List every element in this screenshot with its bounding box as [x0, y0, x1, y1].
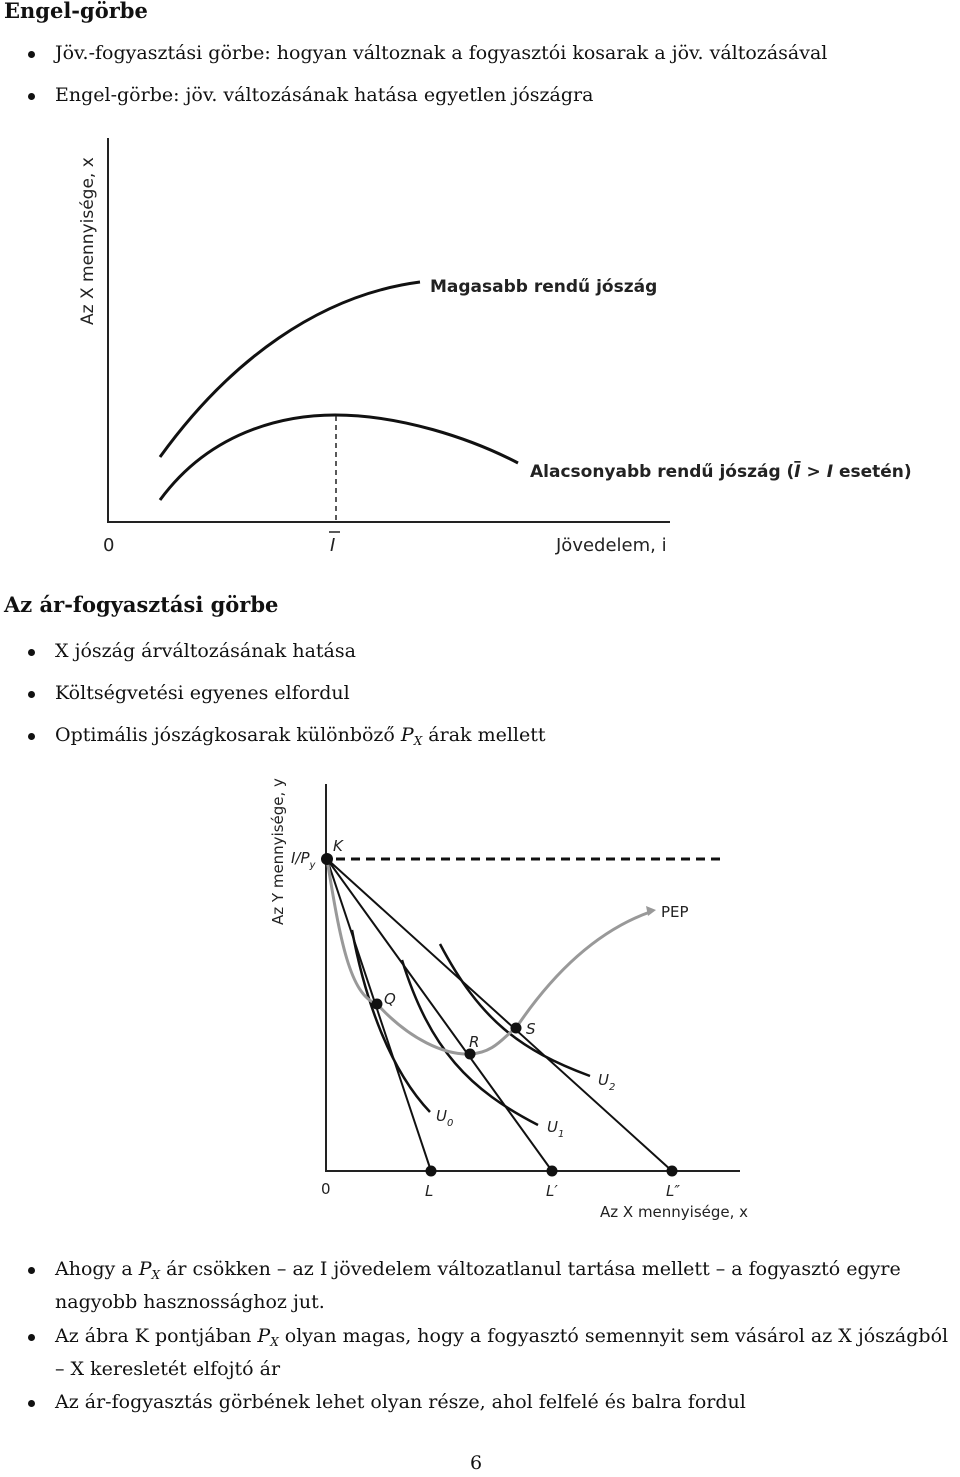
bullet-dot	[28, 691, 35, 698]
point-K	[321, 853, 333, 865]
point-Q	[371, 998, 383, 1010]
bullet-dot	[28, 1400, 35, 1407]
price-consumption-figure: Az Y mennyisége, y I/Py K PEP Q R S U2 U…	[269, 778, 748, 1221]
inferior-good-curve	[158, 413, 519, 501]
bullet-text: Az ár-fogyasztás görbének lehet olyan ré…	[55, 1391, 746, 1413]
x-axis-label: Jövedelem, i	[555, 535, 667, 556]
label-K: K	[333, 837, 344, 855]
page-number: 6	[470, 1452, 483, 1474]
label-S: S	[526, 1020, 536, 1038]
bullet-text: Költségvetési egyenes elfordul	[55, 682, 350, 704]
bullet-text: Engel-görbe: jöv. változásának hatása eg…	[55, 84, 594, 106]
bullet-dot	[28, 733, 35, 740]
normal-good-label: Magasabb rendű jószág	[430, 277, 657, 297]
label-PEP: PEP	[661, 903, 689, 921]
label-L: L	[425, 1182, 433, 1200]
list-item: Jöv.-fogyasztási görbe: hogyan változnak…	[28, 40, 953, 67]
bullet-text: Az ábra K pontjában PX olyan magas, hogy…	[55, 1325, 949, 1380]
pep-curve	[325, 858, 651, 1056]
point-R	[464, 1048, 476, 1060]
list-item: Optimális jószágkosarak különböző PX ára…	[28, 722, 953, 755]
normal-good-curve	[158, 280, 421, 458]
label-R: R	[469, 1033, 479, 1051]
list-item: Az ár-fogyasztás görbének lehet olyan ré…	[28, 1389, 953, 1416]
intercept-label: I/Py	[291, 849, 317, 871]
pep-arrowhead	[646, 906, 656, 916]
bullet-text: Optimális jószágkosarak különböző PX ára…	[55, 724, 546, 748]
engel-curve-figure: Az X mennyisége, x Magasabb rendű jószág…	[78, 138, 912, 556]
bullet-dot	[28, 51, 35, 58]
bullet-dot	[28, 93, 35, 100]
budget-line-L1	[326, 858, 553, 1172]
indifference-curve-U0	[350, 929, 431, 1113]
list-item: Költségvetési egyenes elfordul	[28, 680, 953, 707]
bullet-dot	[28, 1334, 35, 1341]
bullet-text: Ahogy a PX ár csökken – az I jövedelem v…	[55, 1258, 901, 1313]
label-Q: Q	[384, 990, 396, 1008]
y-axis-label: Az Y mennyisége, y	[269, 778, 287, 925]
label-L1: L′	[546, 1182, 558, 1200]
label-U1: U1	[547, 1118, 564, 1140]
label-U0: U0	[436, 1107, 453, 1129]
x-axis-label: Az X mennyisége, x	[600, 1203, 748, 1221]
section-title-price-consumption: Az ár-fogyasztási görbe	[4, 592, 279, 617]
inferior-good-label: Alacsonyabb rendű jószág (I > I esetén)	[530, 462, 912, 482]
label-U2: U2	[598, 1071, 615, 1093]
list-item: Engel-görbe: jöv. változásának hatása eg…	[28, 82, 953, 109]
list-item: Ahogy a PX ár csökken – az I jövedelem v…	[28, 1256, 953, 1316]
bullet-text: Jöv.-fogyasztási görbe: hogyan változnak…	[55, 42, 828, 64]
label-L2: L″	[666, 1182, 680, 1200]
indifference-curve-U1	[400, 959, 539, 1127]
bullet-dot	[28, 1267, 35, 1274]
point-S	[510, 1022, 522, 1034]
budget-line-L	[326, 858, 432, 1172]
bullet-dot	[28, 649, 35, 656]
list-item: X jószág árváltozásának hatása	[28, 638, 953, 665]
origin-label: 0	[321, 1180, 331, 1198]
point-L1	[546, 1165, 558, 1177]
point-L2	[666, 1165, 678, 1177]
origin-label: 0	[103, 535, 114, 556]
bullet-text: X jószág árváltozásának hatása	[55, 640, 356, 662]
budget-line-L2	[326, 858, 673, 1172]
section-title-engel: Engel-görbe	[4, 0, 148, 23]
y-axis-label: Az X mennyisége, x	[78, 157, 98, 325]
ibar-tick-label: I	[330, 535, 335, 556]
point-L	[425, 1165, 437, 1177]
indifference-curve-U2	[438, 943, 591, 1078]
list-item: Az ábra K pontjában PX olyan magas, hogy…	[28, 1323, 953, 1383]
